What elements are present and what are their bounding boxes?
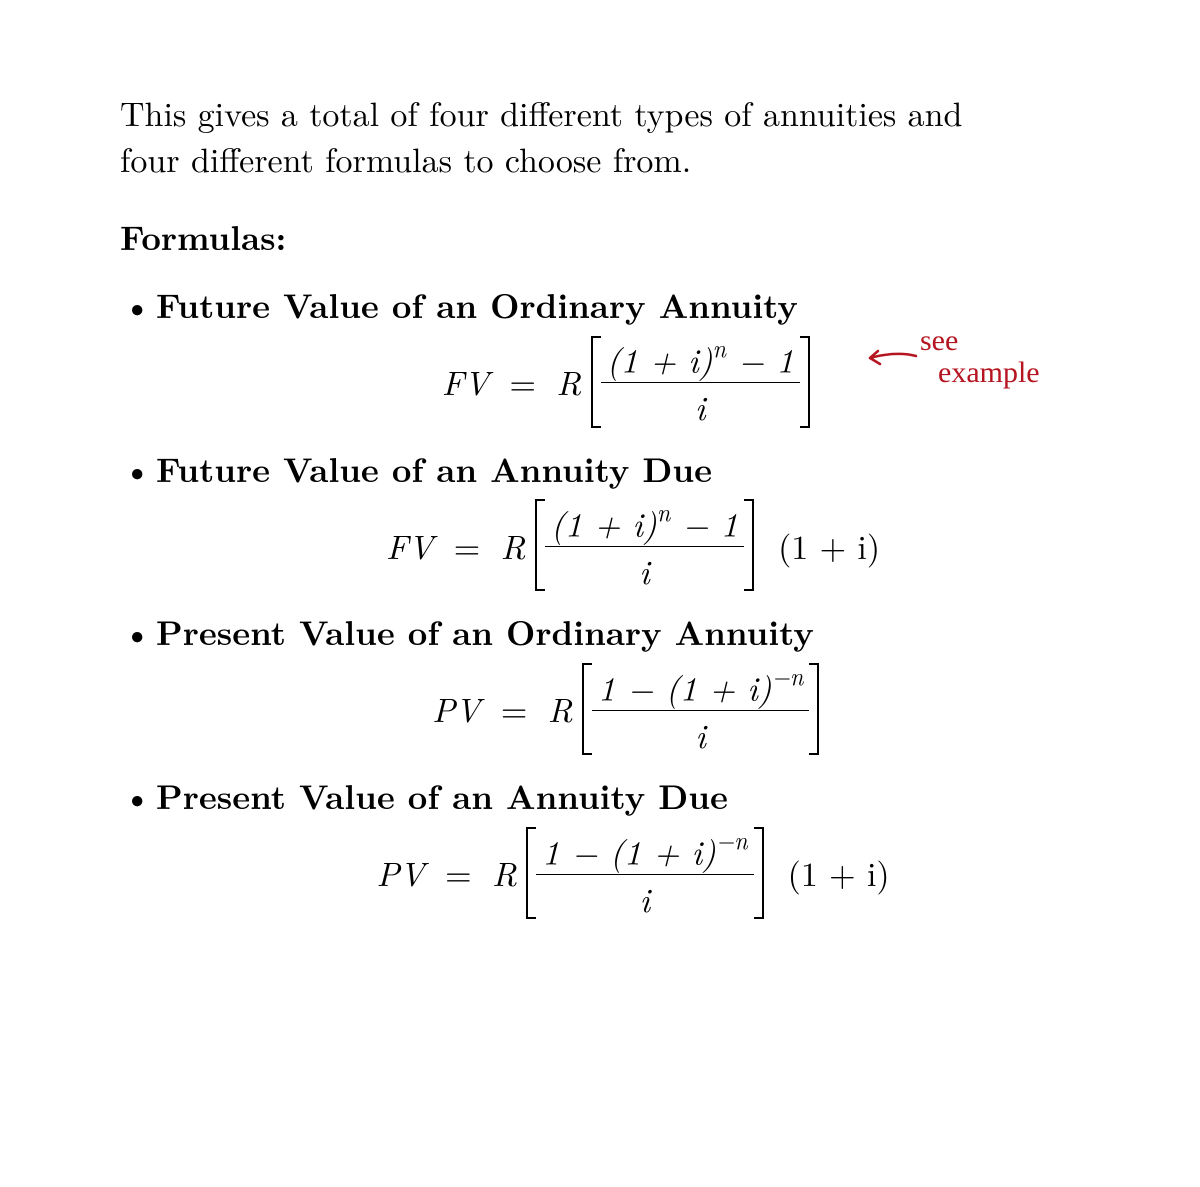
left-bracket-icon [585,336,599,428]
equation-wrap: PV = R 1 − (1 + i)−n i [293,663,973,755]
lhs: PV [376,850,424,896]
right-bracket-icon [756,827,770,919]
section-heading: Formulas: [120,214,1110,260]
coefficient-R: R [548,686,573,732]
formula-item-fv-due: Future Value of an Annuity Due FV = R (1… [156,446,1110,592]
numerator-exponent: n [713,330,726,364]
left-bracket-icon [520,827,534,919]
trailing-factor: (1 + i) [778,523,880,569]
numerator-exponent: −n [772,658,804,692]
fraction: (1 + i)n − 1 i [545,500,744,591]
page: This gives a total of four different typ… [0,0,1200,919]
coefficient-R: R [556,359,581,405]
annotation-arrow-icon [862,344,918,370]
numerator-tail: − 1 [726,334,794,382]
numerator-base: (1 + i) [607,334,713,382]
numerator-base: 1 − (1 + i) [542,826,716,874]
annotation-line1: see [920,325,1040,357]
denominator: i [633,550,655,591]
fraction: 1 − (1 + i)−n i [536,828,753,919]
numerator-exponent: n [657,494,670,528]
numerator: (1 + i)n − 1 [545,500,744,543]
numerator-base: 1 − (1 + i) [598,662,772,710]
denominator: i [689,714,711,755]
equation: PV = R 1 − (1 + i)−n i [432,663,834,755]
annotation-line2: example [938,357,1040,389]
lhs: PV [432,686,480,732]
equation-wrap: FV = R (1 + i)n − 1 i (1 + i) [293,499,973,591]
left-bracket-icon [529,499,543,591]
numerator-tail: − 1 [670,498,738,546]
equals-sign: = [510,359,536,405]
equals-sign: = [445,850,471,896]
numerator: 1 − (1 + i)−n [592,664,809,707]
fraction: (1 + i)n − 1 i [601,336,800,427]
equals-sign: = [501,686,527,732]
equation: FV = R (1 + i)n − 1 i (1 + i) [386,499,880,591]
formula-title: Future Value of an Annuity Due [156,446,1110,492]
left-bracket-icon [576,663,590,755]
formula-title: Future Value of an Ordinary Annuity [156,282,1110,328]
lhs: FV [386,523,433,569]
equation: PV = R 1 − (1 + i)−n i (1 + i) [376,827,889,919]
equation: FV = R (1 + i)n − 1 i [442,336,825,428]
numerator: 1 − (1 + i)−n [536,828,753,871]
formula-item-pv-due: Present Value of an Annuity Due PV = R 1… [156,773,1110,919]
right-bracket-icon [811,663,825,755]
trailing-factor: (1 + i) [788,850,890,896]
right-bracket-icon [802,336,816,428]
handwritten-annotation: see example [920,325,1040,388]
equation-wrap: PV = R 1 − (1 + i)−n i (1 + i) [293,827,973,919]
right-bracket-icon [746,499,760,591]
denominator: i [689,386,711,427]
formula-title: Present Value of an Ordinary Annuity [156,609,1110,655]
numerator: (1 + i)n − 1 [601,336,800,379]
denominator: i [634,878,656,919]
lhs: FV [442,359,489,405]
coefficient-R: R [501,523,526,569]
equals-sign: = [454,523,480,569]
coefficient-R: R [492,850,517,896]
fraction: 1 − (1 + i)−n i [592,664,809,755]
numerator-exponent: −n [716,822,748,856]
numerator-base: (1 + i) [551,498,657,546]
formula-title: Present Value of an Annuity Due [156,773,1110,819]
formula-item-pv-ordinary: Present Value of an Ordinary Annuity PV … [156,609,1110,755]
intro-paragraph: This gives a total of four different typ… [120,90,1020,182]
